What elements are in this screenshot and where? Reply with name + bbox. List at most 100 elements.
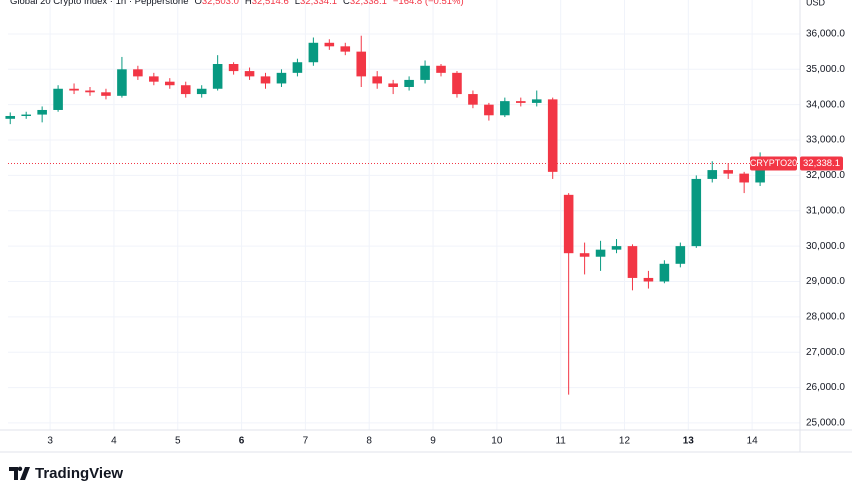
candle-body — [420, 65, 430, 80]
candle — [627, 244, 638, 291]
candle-body — [404, 79, 414, 87]
candle-body — [547, 99, 558, 172]
y-tick-label: 33,000.0 — [806, 135, 845, 146]
x-tick-label: 12 — [619, 436, 631, 447]
candle-body — [101, 92, 111, 96]
ohlc-key: L — [295, 0, 300, 7]
candle-body — [452, 72, 462, 95]
candle-body — [691, 178, 702, 247]
candle — [37, 106, 47, 123]
x-tick-label: 8 — [366, 436, 372, 447]
candle-body — [276, 72, 287, 84]
candle — [739, 171, 749, 194]
y-tick-label: 30,000.0 — [806, 241, 845, 252]
ohlc-value: 32,514.6 — [252, 0, 289, 7]
x-tick-label: 11 — [555, 436, 566, 447]
x-tick-label: 6 — [239, 436, 245, 447]
candle-body — [595, 249, 606, 257]
candle-body — [133, 69, 143, 77]
candle — [563, 193, 574, 395]
candle-body — [755, 163, 765, 183]
symbol-label: CRYPTO20 — [750, 158, 797, 168]
candle-body — [164, 81, 175, 86]
x-tick-label: 13 — [683, 436, 695, 447]
candle — [404, 76, 414, 91]
candle-body — [659, 263, 670, 282]
candle-body — [196, 88, 207, 95]
y-tick-label: 31,000.0 — [806, 205, 845, 216]
x-tick-label: 5 — [175, 436, 181, 447]
candle-body — [468, 94, 478, 105]
candle-body — [707, 170, 718, 179]
x-tick-label: 4 — [111, 436, 117, 447]
candle-body — [436, 65, 446, 73]
chart-header: Global 20 Crypto Index · 1h · Pepperston… — [10, 0, 464, 7]
candle-body — [85, 90, 95, 93]
y-tick-label: 26,000.0 — [806, 382, 845, 393]
candle-body — [723, 170, 733, 174]
ohlc-key: C — [343, 0, 350, 7]
candle — [101, 88, 111, 100]
ohlc-value: 32,503.0 — [202, 0, 239, 7]
x-tick-label: 14 — [747, 436, 759, 447]
candle — [436, 64, 446, 77]
y-tick-label: 35,000.0 — [806, 64, 845, 75]
candle — [356, 35, 367, 87]
candle — [5, 112, 16, 125]
candle-body — [244, 71, 255, 77]
candle-body — [356, 51, 367, 77]
candle-body — [500, 101, 510, 116]
candle — [180, 81, 191, 98]
candle — [675, 242, 686, 268]
candle-body — [627, 246, 638, 278]
x-tick-label: 7 — [303, 436, 309, 447]
candle-body — [212, 64, 223, 89]
candle-body — [53, 88, 63, 110]
candle-body — [228, 64, 239, 72]
candle — [196, 85, 207, 98]
candle — [579, 242, 590, 275]
candle — [547, 97, 558, 179]
candle — [516, 97, 526, 107]
candle — [468, 90, 478, 109]
candle — [595, 240, 606, 271]
candle — [420, 60, 430, 84]
candle-body — [260, 76, 271, 84]
candle — [260, 72, 271, 89]
y-tick-label: 27,000.0 — [806, 347, 845, 358]
candle — [452, 71, 462, 98]
symbol-tag — [750, 156, 797, 171]
candle-body — [739, 173, 749, 183]
candle — [707, 161, 718, 183]
ohlc-key: H — [245, 0, 252, 7]
y-tick-label: 25,000.0 — [806, 418, 845, 429]
candle — [21, 111, 31, 119]
candle — [388, 79, 398, 95]
x-tick-label: 9 — [430, 436, 436, 447]
candle-body — [611, 246, 622, 250]
candle — [244, 67, 255, 80]
y-tick-label: 28,000.0 — [806, 311, 845, 322]
x-tick-label: 3 — [47, 436, 53, 447]
candle-body — [180, 85, 191, 95]
candle — [292, 58, 303, 77]
candle-body — [21, 114, 31, 116]
currency-label: USD — [806, 0, 826, 7]
ohlc-value: 32,338.1 — [350, 0, 387, 7]
candle — [149, 72, 159, 86]
y-tick-label: 32,000.0 — [806, 170, 845, 181]
candle-body — [579, 253, 590, 257]
candle — [276, 69, 287, 87]
candle — [723, 163, 733, 179]
candle-body — [5, 115, 16, 119]
trading-view-logo: TradingView — [9, 465, 123, 482]
candle — [212, 55, 223, 91]
candle-body — [531, 99, 542, 103]
candle-body — [308, 42, 319, 63]
x-tick-label: 10 — [491, 436, 503, 447]
candle-body — [37, 109, 47, 115]
candle — [85, 86, 95, 96]
candle-body — [643, 277, 654, 282]
